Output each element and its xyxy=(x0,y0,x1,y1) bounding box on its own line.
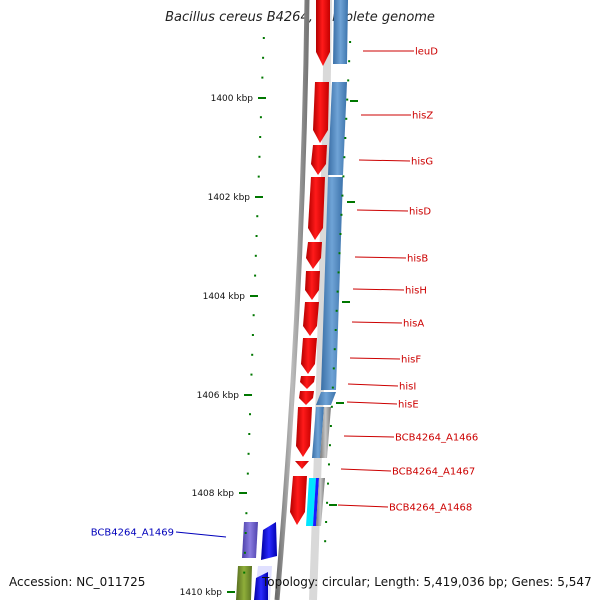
gene-label-hisE[interactable]: hisE xyxy=(398,400,419,411)
gene-label-hisF[interactable]: hisF xyxy=(401,355,421,366)
gene-labels: leuD hisZ hisG hisD hisB hisH hisA hisF hisI hisE… xyxy=(91,47,479,539)
gene-label-hisZ[interactable]: hisZ xyxy=(412,111,433,122)
gene-hisD-arrow xyxy=(308,177,325,240)
gene-label-line xyxy=(343,435,395,438)
gene-label-BCB4264_A1468[interactable]: BCB4264_A1468 xyxy=(389,503,472,514)
gene-label-hisB[interactable]: hisB xyxy=(407,254,428,265)
gene-label-leuD[interactable]: leuD xyxy=(415,47,438,58)
gene-label-BCB4264_A1469[interactable]: BCB4264_A1469 xyxy=(91,528,174,539)
gene-label-line xyxy=(347,383,399,387)
gene-hisI-arrow xyxy=(300,376,315,389)
gene-BCB4264_A1466-arrow xyxy=(296,407,312,457)
gene-hisF-arrow xyxy=(301,338,317,374)
gene-label-hisA[interactable]: hisA xyxy=(403,319,424,330)
scale-tick-label: 1410 kbp xyxy=(180,588,223,598)
gene-hisG-arrow xyxy=(311,145,327,175)
scale-tick-label: 1406 kbp xyxy=(197,391,240,401)
gene-label-line xyxy=(175,531,227,538)
forward-genes xyxy=(290,0,330,525)
gene-label-line xyxy=(354,256,407,259)
gene-label-line xyxy=(340,468,392,472)
gene-label-hisI[interactable]: hisI xyxy=(399,382,416,393)
gene-label-hisH[interactable]: hisH xyxy=(405,286,427,297)
scale-ruler: 1400 kbp 1402 kbp 1404 kbp 1406 kbp 1408 kbp… xyxy=(180,94,266,598)
gene-label-line xyxy=(351,321,403,324)
gene-hisA-arrow xyxy=(303,302,319,336)
gene-hisZ-arrow xyxy=(313,82,329,143)
scale-tick-label: 1402 kbp xyxy=(208,193,251,203)
gene-hisE-arrow xyxy=(299,391,314,405)
gene-label-hisD[interactable]: hisD xyxy=(409,207,431,218)
gene-leuD-arrow xyxy=(316,0,330,66)
gene-label-BCB4264_A1466[interactable]: BCB4264_A1466 xyxy=(395,433,478,444)
gene-BCB4264_A1468-arrow xyxy=(290,476,307,525)
gene-label-line xyxy=(356,209,409,212)
scale-tick-label: 1400 kbp xyxy=(211,94,254,104)
gene-label-line xyxy=(349,357,401,360)
gene-label-line xyxy=(358,159,411,162)
scale-tick-label: 1404 kbp xyxy=(203,292,246,302)
gene-hisB-arrow xyxy=(306,242,322,269)
scale-tick-label: 1408 kbp xyxy=(192,489,235,499)
gene-label-line xyxy=(337,504,389,508)
gene-label-BCB4264_A1467[interactable]: BCB4264_A1467 xyxy=(392,467,475,478)
feature-dots xyxy=(324,41,358,543)
gene-label-hisG[interactable]: hisG xyxy=(411,157,433,168)
gene-BCB4264_A1467-arrow xyxy=(295,461,309,469)
accession-text: Accession: NC_011725 xyxy=(9,575,146,589)
cog-band xyxy=(312,0,348,458)
topology-text: Topology: circular; Length: 5,419,036 bp… xyxy=(262,575,592,589)
genome-backbone xyxy=(274,0,310,600)
gene-BCB4264_A1469-arrow xyxy=(242,522,258,558)
scale-dots xyxy=(243,37,265,574)
map-title: Bacillus cereus B4264, complete genome xyxy=(165,10,435,25)
gene-hisH-arrow xyxy=(305,271,320,300)
other-genes xyxy=(236,478,325,600)
gene-label-line xyxy=(352,288,405,291)
gene-label-line xyxy=(346,401,398,405)
